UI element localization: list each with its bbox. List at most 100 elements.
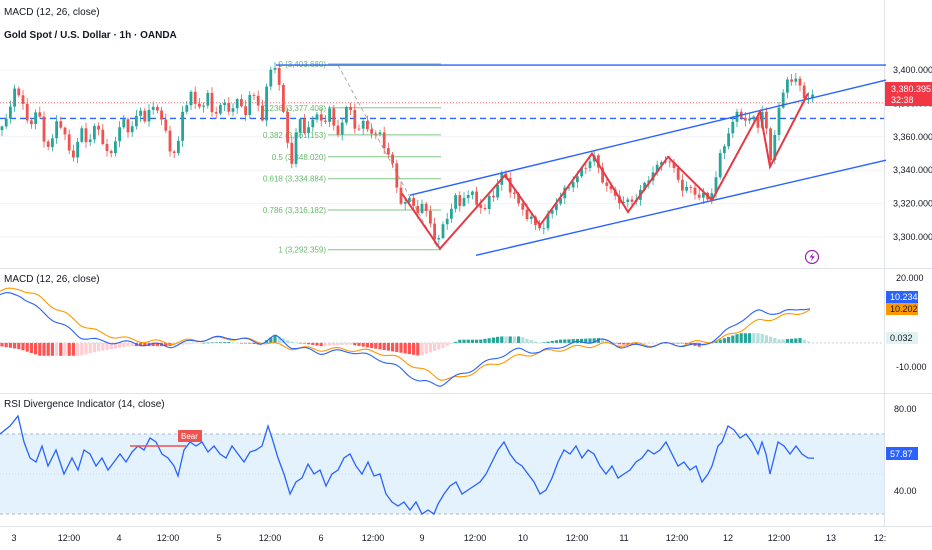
macd-histogram-bar xyxy=(739,333,743,343)
price-candle xyxy=(777,107,781,135)
macd-histogram-bar xyxy=(647,342,651,344)
macd-histogram-bar xyxy=(533,341,537,343)
price-candle xyxy=(164,119,168,131)
price-candle xyxy=(105,143,109,151)
price-candle xyxy=(244,106,247,115)
price-candle xyxy=(282,84,285,112)
macd-histogram-bar xyxy=(139,342,143,347)
symbol-title: Gold Spot / U.S. Dollar · 1h · OANDA xyxy=(4,30,177,41)
price-candle xyxy=(399,187,403,204)
price-axis-tick: 3,300.000 xyxy=(893,232,932,242)
macd-histogram-bar xyxy=(521,337,525,343)
macd-histogram-bar xyxy=(731,335,735,343)
price-candle xyxy=(231,108,235,112)
price-candle xyxy=(256,95,260,106)
price-candle xyxy=(781,92,785,108)
price-candle xyxy=(311,119,315,128)
macd-histogram-bar xyxy=(391,342,395,352)
macd-histogram-bar xyxy=(302,342,306,344)
macd-histogram-bar xyxy=(601,338,605,343)
rsi-value-badge xyxy=(886,447,918,460)
price-candle xyxy=(303,119,306,133)
price-candle xyxy=(378,132,382,134)
macd-histogram-bar xyxy=(424,342,428,354)
time-axis-label: 12:00 xyxy=(464,533,487,543)
price-candle xyxy=(97,125,100,130)
macd-histogram-bar xyxy=(101,342,105,351)
macd-histogram-bar xyxy=(475,339,479,343)
macd-histogram-bar xyxy=(311,342,315,345)
macd-histogram-bar xyxy=(504,336,508,343)
rsi-axis[interactable]: 80.00 40.00 57.87 xyxy=(886,404,918,496)
macd-histogram-bar xyxy=(655,342,659,344)
price-candle xyxy=(487,195,491,210)
price-candle xyxy=(189,91,193,106)
macd-histogram-bar xyxy=(735,334,739,343)
price-candle xyxy=(147,109,151,122)
macd-histogram-bar xyxy=(155,342,159,347)
price-candle xyxy=(55,121,58,139)
price-candle xyxy=(723,146,726,154)
price-candle xyxy=(290,142,294,164)
macd-histogram-bar xyxy=(743,333,747,343)
macd-histogram-bar xyxy=(92,342,96,353)
macd-histogram-bar xyxy=(340,342,344,345)
price-candle xyxy=(546,213,550,229)
fibonacci-retracement[interactable]: 0 (3,403.680)0.236 (3,377.408)0.382 (3,3… xyxy=(263,60,441,255)
macd-histogram-bar xyxy=(88,342,92,354)
price-candle xyxy=(403,202,407,204)
price-candle xyxy=(676,168,680,180)
price-candle xyxy=(46,141,50,147)
macd-histogram-bar xyxy=(143,342,147,347)
macd-histogram-bar xyxy=(323,342,327,346)
macd-histogram-bar xyxy=(508,336,512,343)
macd-histogram-bar xyxy=(0,342,4,347)
price-candle xyxy=(181,111,184,141)
macd-histogram-bar xyxy=(685,342,689,345)
price-candle xyxy=(609,185,613,190)
lightning-icon[interactable] xyxy=(804,249,820,265)
price-candle xyxy=(668,161,672,163)
current-price-badge: 3,380.395 32:38 xyxy=(885,82,932,106)
macd-histogram-bar xyxy=(374,342,378,349)
macd-histogram-bar xyxy=(328,342,332,346)
time-axis[interactable]: 3 12:00 4 12:00 5 12:00 6 12:00 9 12:00 10 12:00 11 1… xyxy=(11,533,886,543)
macd-histogram-bar xyxy=(210,342,214,344)
price-candle xyxy=(798,78,802,86)
price-candle xyxy=(67,134,71,151)
price-candle xyxy=(462,198,466,206)
macd-histogram-bar xyxy=(80,342,84,356)
macd-histogram-bar xyxy=(42,342,46,356)
rsi-value: 57.87 xyxy=(890,449,913,459)
macd-histogram-bar xyxy=(470,339,474,343)
macd-histogram-bar xyxy=(319,342,323,347)
zigzag-pattern[interactable] xyxy=(401,92,809,251)
macd-histogram-bar xyxy=(798,338,802,343)
macd-histogram-bar xyxy=(664,342,668,344)
price-candle xyxy=(550,210,554,214)
macd-histogram-bar xyxy=(185,342,189,345)
hist-value-badge xyxy=(886,332,918,344)
price-candle xyxy=(4,118,8,127)
macd-histogram-bar xyxy=(420,342,424,356)
macd-histogram-bar xyxy=(626,342,630,345)
time-axis-label: 4 xyxy=(116,533,121,543)
price-grid xyxy=(0,69,884,238)
price-candle xyxy=(702,192,705,198)
macd-histogram-bar xyxy=(718,339,722,343)
macd-axis[interactable]: 20.000 -10.000 10.234 10.202 0.032 xyxy=(886,273,927,372)
time-axis-label: 11 xyxy=(619,533,628,543)
hist-value: 0.032 xyxy=(890,333,913,343)
macd-histogram-bar xyxy=(802,339,806,343)
signal-value: 10.202 xyxy=(890,304,918,314)
price-candle xyxy=(681,179,684,191)
macd-histogram-bar xyxy=(21,342,25,351)
price-candle xyxy=(630,199,634,202)
price-candle xyxy=(126,119,130,133)
price-channel[interactable] xyxy=(276,64,887,257)
macd-histogram-bar xyxy=(252,342,256,344)
price-candle xyxy=(773,134,777,161)
price-axis-tick: 3,340.000 xyxy=(893,165,932,175)
macd-histogram-bar xyxy=(130,342,134,347)
